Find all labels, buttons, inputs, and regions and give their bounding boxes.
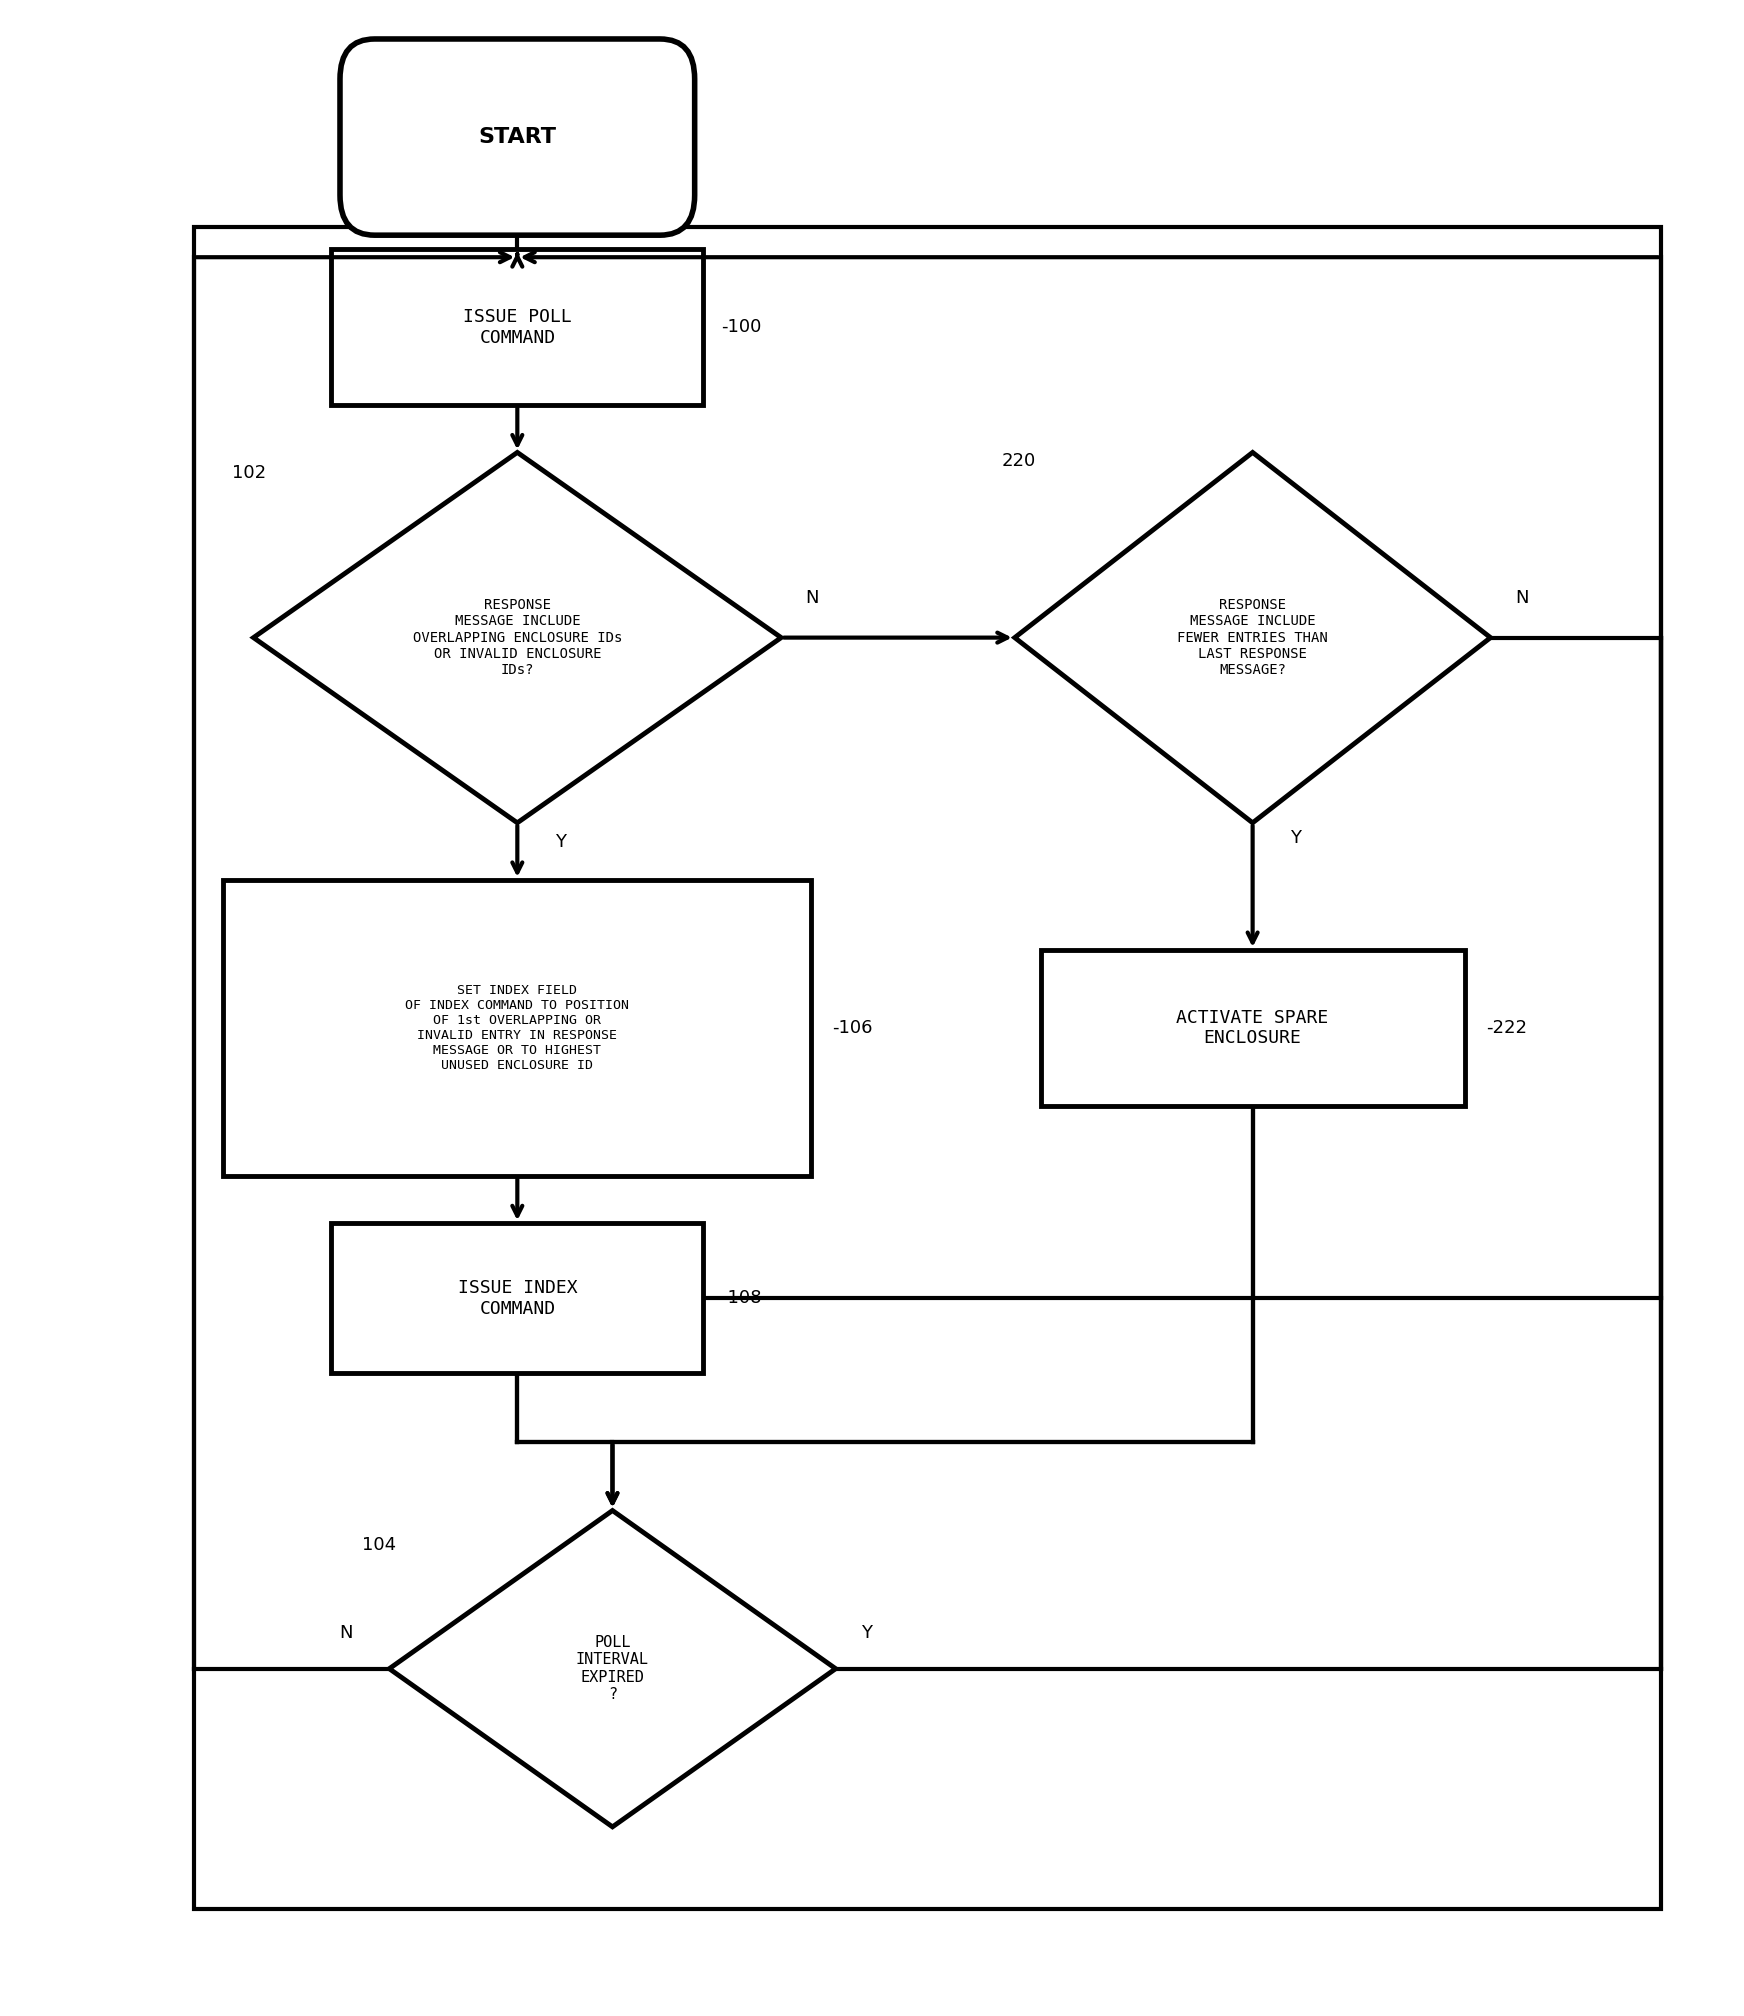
Text: N: N: [340, 1623, 352, 1641]
Text: 104: 104: [361, 1536, 396, 1554]
Text: Y: Y: [1291, 829, 1301, 847]
Text: Y: Y: [555, 833, 567, 851]
Text: RESPONSE
MESSAGE INCLUDE
FEWER ENTRIES THAN
LAST RESPONSE
MESSAGE?: RESPONSE MESSAGE INCLUDE FEWER ENTRIES T…: [1177, 599, 1327, 677]
Text: 102: 102: [232, 464, 267, 482]
Polygon shape: [1015, 452, 1491, 823]
Text: N: N: [806, 589, 820, 607]
Text: -100: -100: [722, 319, 762, 337]
Bar: [194, 228, 1660, 1909]
Text: ISSUE INDEX
COMMAND: ISSUE INDEX COMMAND: [457, 1278, 577, 1318]
Text: SET INDEX FIELD
OF INDEX COMMAND TO POSITION
OF 1st OVERLAPPING OR
INVALID ENTRY: SET INDEX FIELD OF INDEX COMMAND TO POSI…: [405, 984, 630, 1073]
Text: Y: Y: [862, 1623, 872, 1641]
Text: -106: -106: [832, 1018, 872, 1036]
Text: POLL
INTERVAL
EXPIRED
?: POLL INTERVAL EXPIRED ?: [576, 1635, 649, 1702]
Text: 220: 220: [1001, 452, 1036, 470]
Text: -108: -108: [722, 1290, 762, 1306]
Polygon shape: [389, 1510, 835, 1826]
FancyBboxPatch shape: [340, 38, 694, 236]
Text: ISSUE POLL
COMMAND: ISSUE POLL COMMAND: [462, 308, 572, 347]
Text: N: N: [1516, 589, 1528, 607]
Bar: [331, 1224, 703, 1373]
Text: -222: -222: [1486, 1018, 1528, 1036]
Bar: [331, 250, 703, 405]
Text: START: START: [478, 127, 556, 147]
Bar: [1041, 950, 1465, 1107]
Text: ACTIVATE SPARE
ENCLOSURE: ACTIVATE SPARE ENCLOSURE: [1177, 1008, 1329, 1048]
Polygon shape: [253, 452, 781, 823]
Text: RESPONSE
MESSAGE INCLUDE
OVERLAPPING ENCLOSURE IDs
OR INVALID ENCLOSURE
IDs?: RESPONSE MESSAGE INCLUDE OVERLAPPING ENC…: [413, 599, 623, 677]
Bar: [223, 879, 811, 1175]
